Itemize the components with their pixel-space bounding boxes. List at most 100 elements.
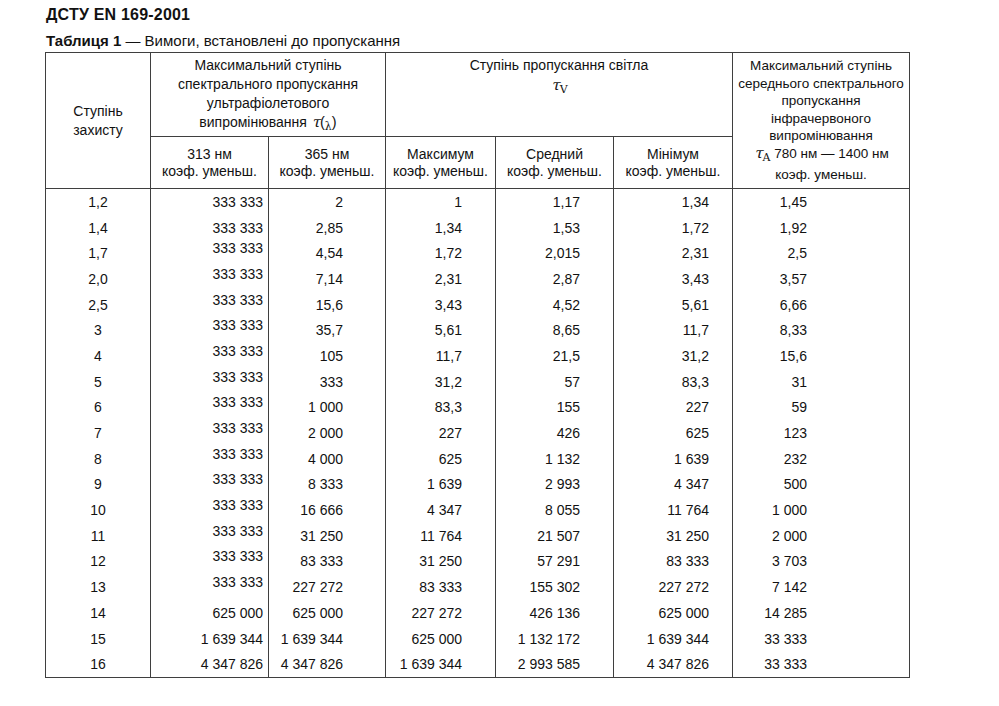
value-cell: 83 333 xyxy=(269,549,386,575)
value-cell: 83,3 xyxy=(386,395,496,421)
table-row: 11333 33331 25011 76421 50731 2502 000 xyxy=(46,523,910,549)
protection-level-cell: 7 xyxy=(46,420,151,446)
value-cell: 333 333 xyxy=(151,446,269,472)
value-cell: 57 291 xyxy=(496,549,614,575)
protection-level-cell: 5 xyxy=(46,369,151,395)
protection-level-cell: 10 xyxy=(46,497,151,523)
value-cell: 1,72 xyxy=(386,240,496,266)
value-cell: 3 703 xyxy=(733,549,910,575)
value-cell: 227 272 xyxy=(386,600,496,626)
value-cell: 1 639 xyxy=(386,472,496,498)
protection-level-cell: 1,4 xyxy=(46,215,151,241)
table-row: 9333 3338 3331 6392 9934 347500 xyxy=(46,472,910,498)
value-cell: 625 000 xyxy=(151,600,269,626)
table-row: 1,4333 3332,851,341,531,721,92 xyxy=(46,215,910,241)
value-cell: 1,53 xyxy=(496,215,614,241)
value-cell: 625 xyxy=(614,420,733,446)
table-row: 2,5333 33315,63,434,525,616,66 xyxy=(46,292,910,318)
value-cell: 333 333 xyxy=(151,497,269,523)
value-cell: 1 000 xyxy=(269,395,386,421)
value-cell: 123 xyxy=(733,420,910,446)
table-row: 8333 3334 0006251 1321 639232 xyxy=(46,446,910,472)
value-cell: 31,2 xyxy=(386,369,496,395)
protection-level-cell: 11 xyxy=(46,523,151,549)
value-cell: 227 272 xyxy=(269,574,386,600)
value-cell: 59 xyxy=(733,395,910,421)
value-cell: 2,015 xyxy=(496,240,614,266)
table-body: 1,2333 333211,171,341,451,4333 3332,851,… xyxy=(46,189,910,678)
tau-a-symbol: τ xyxy=(754,144,762,162)
header-uv-group: Максимальний ступінь спектрального пропу… xyxy=(151,53,386,137)
subheader-minimum: Мінімум коэф. уменьш. xyxy=(614,137,733,189)
value-cell: 333 333 xyxy=(151,266,269,292)
value-cell: 31 250 xyxy=(269,523,386,549)
protection-level-cell: 8 xyxy=(46,446,151,472)
value-cell: 1 xyxy=(386,189,496,215)
value-cell: 7,14 xyxy=(269,266,386,292)
subheader-maximum: Максимум коэф. уменьш. xyxy=(386,137,496,189)
value-cell: 1 132 172 xyxy=(496,626,614,652)
value-cell: 333 333 xyxy=(151,317,269,343)
value-cell: 333 333 xyxy=(151,574,269,600)
table-caption-text: — Вимоги, встановлені до пропускання xyxy=(121,32,400,49)
value-cell: 155 xyxy=(496,395,614,421)
value-cell: 333 333 xyxy=(151,369,269,395)
table-row: 2,0333 3337,142,312,873,433,57 xyxy=(46,266,910,292)
value-cell: 500 xyxy=(733,472,910,498)
value-cell: 2 000 xyxy=(269,420,386,446)
table-row: 5333 33333331,25783,331 xyxy=(46,369,910,395)
document-page: ДСТУ EN 169-2001 Таблиця 1 — Вимоги, вст… xyxy=(0,0,999,706)
value-cell: 333 333 xyxy=(151,189,269,215)
value-cell: 2,87 xyxy=(496,266,614,292)
value-cell: 1 639 344 xyxy=(614,626,733,652)
header-light-group: Ступінь пропускання світла τV xyxy=(386,53,733,137)
table-row: 1,2333 333211,171,341,45 xyxy=(46,189,910,215)
table-row: 4333 33310511,721,531,215,6 xyxy=(46,343,910,369)
value-cell: 2,31 xyxy=(386,266,496,292)
value-cell: 1,34 xyxy=(386,215,496,241)
value-cell: 35,7 xyxy=(269,317,386,343)
protection-level-cell: 4 xyxy=(46,343,151,369)
tau-v-symbol: τ xyxy=(551,76,559,94)
value-cell: 1 000 xyxy=(733,497,910,523)
value-cell: 3,57 xyxy=(733,266,910,292)
value-cell: 21 507 xyxy=(496,523,614,549)
value-cell: 8 055 xyxy=(496,497,614,523)
value-cell: 4 347 xyxy=(614,472,733,498)
value-cell: 2 000 xyxy=(733,523,910,549)
protection-level-cell: 1,7 xyxy=(46,240,151,266)
value-cell: 1,45 xyxy=(733,189,910,215)
value-cell: 11,7 xyxy=(386,343,496,369)
value-cell: 227 xyxy=(386,420,496,446)
protection-level-cell: 1,2 xyxy=(46,189,151,215)
table-caption-label: Таблиця 1 xyxy=(46,32,121,49)
value-cell: 33 333 xyxy=(733,651,910,677)
protection-level-cell: 6 xyxy=(46,395,151,421)
value-cell: 625 000 xyxy=(269,600,386,626)
value-cell: 8,65 xyxy=(496,317,614,343)
table-caption: Таблиця 1 — Вимоги, встановлені до пропу… xyxy=(46,32,400,49)
value-cell: 155 302 xyxy=(496,574,614,600)
value-cell: 4,52 xyxy=(496,292,614,318)
value-cell: 4 347 xyxy=(386,497,496,523)
value-cell: 4,54 xyxy=(269,240,386,266)
table-row: 14625 000625 000227 272426 136625 00014 … xyxy=(46,600,910,626)
value-cell: 2,31 xyxy=(614,240,733,266)
value-cell: 4 347 826 xyxy=(151,651,269,677)
table-row: 10333 33316 6664 3478 05511 7641 000 xyxy=(46,497,910,523)
value-cell: 227 272 xyxy=(614,574,733,600)
value-cell: 1,72 xyxy=(614,215,733,241)
protection-level-cell: 14 xyxy=(46,600,151,626)
value-cell: 31 xyxy=(733,369,910,395)
value-cell: 232 xyxy=(733,446,910,472)
value-cell: 2 993 585 xyxy=(496,651,614,677)
value-cell: 11 764 xyxy=(386,523,496,549)
value-cell: 1 639 344 xyxy=(151,626,269,652)
value-cell: 227 xyxy=(614,395,733,421)
value-cell: 11,7 xyxy=(614,317,733,343)
table-row: 164 347 8264 347 8261 639 3442 993 5854 … xyxy=(46,651,910,677)
value-cell: 5,61 xyxy=(614,292,733,318)
value-cell: 4 347 826 xyxy=(614,651,733,677)
value-cell: 625 xyxy=(386,446,496,472)
protection-level-cell: 15 xyxy=(46,626,151,652)
